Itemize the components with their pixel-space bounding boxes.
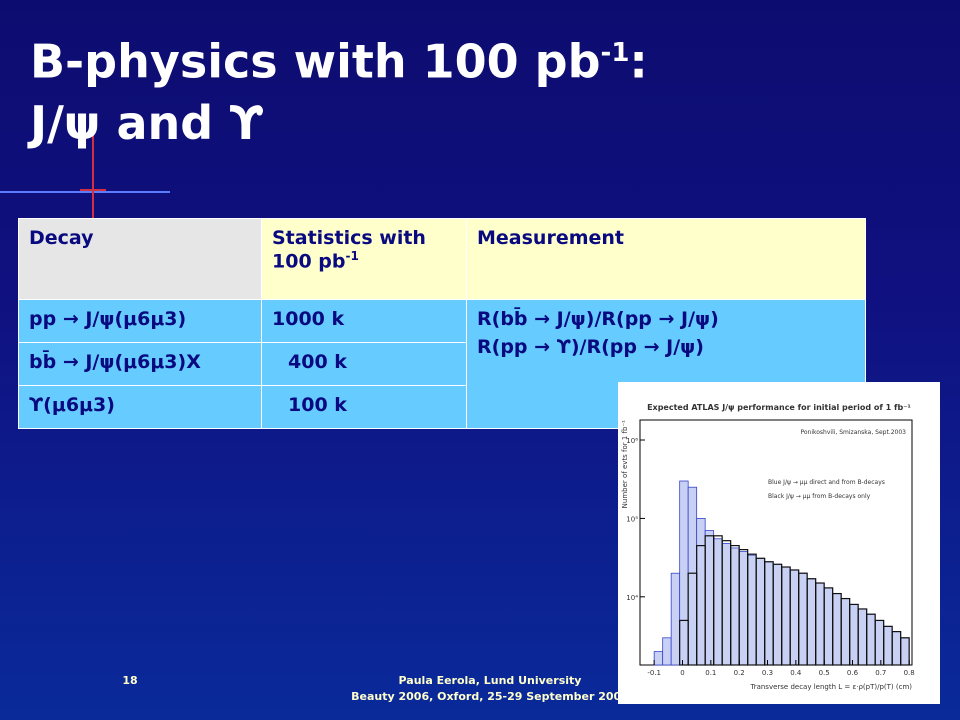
histogram-bar	[704, 530, 715, 666]
cell: 100 k	[261, 385, 467, 429]
y-tick-label: 10⁶	[626, 437, 638, 445]
histogram-bar	[857, 608, 868, 666]
cell: 400 k	[261, 342, 467, 386]
histogram-bar	[772, 563, 783, 666]
cell: pp → J/ψ(μ6μ3)	[18, 299, 262, 343]
histogram-bar	[900, 637, 910, 666]
x-tick-label: 0.1	[705, 669, 716, 677]
histogram-bar	[764, 561, 774, 666]
histogram-bar	[713, 538, 723, 666]
histogram-bar	[747, 554, 757, 666]
legend-entry: Blue J/ψ → μμ direct and from B-decays	[768, 479, 885, 486]
histogram-bar	[730, 547, 740, 666]
x-tick-label: 0.2	[734, 669, 745, 677]
histogram-bar	[832, 593, 842, 666]
cell: ϒ(μ6μ3)	[18, 385, 262, 429]
histogram-bar	[883, 625, 893, 666]
slide-title: B-physics with 100 pb-1: J/ψ and ϒ	[30, 34, 648, 151]
histogram-bar	[781, 566, 791, 666]
legend-entry: Black J/ψ → μμ from B-decays only	[768, 493, 871, 500]
histogram-bar	[670, 572, 681, 666]
footer-event: Beauty 2006, Oxford, 25-29 September 200…	[351, 690, 629, 703]
x-tick-label: 0.8	[904, 669, 915, 677]
annotation: Ponikoshvili, Smizanska, Sept.2003	[800, 429, 906, 436]
header-row: Decay Statistics with 100 pb-1 Measureme…	[18, 218, 866, 300]
cell: 1000 k	[261, 299, 467, 343]
histogram-bar	[823, 587, 834, 666]
measurement: R(pp → ϒ)/R(pp → J/ψ)	[477, 336, 704, 358]
plot-title: Expected ATLAS J/ψ performance for initi…	[647, 403, 911, 412]
row: ϒ(μ6μ3) 100 k	[18, 385, 866, 429]
histogram-bar	[849, 604, 859, 666]
histogram-bar	[755, 557, 766, 666]
histogram-bar	[866, 613, 876, 666]
histogram-bar	[891, 631, 902, 666]
y-tick-label: 10⁴	[626, 594, 638, 602]
x-tick-label: 0.3	[762, 669, 773, 677]
histogram-bar	[900, 637, 910, 666]
histogram-bar	[653, 651, 664, 666]
x-axis-label: Transverse decay length L = ε·ρ(pT)/p(T)…	[749, 683, 912, 691]
row: bb̄ → J/ψ(μ6μ3)X 400 k	[18, 342, 866, 386]
table: Decay Statistics with 100 pb-1 Measureme…	[18, 218, 866, 429]
x-tick-label: 0	[680, 669, 684, 677]
x-tick-label: -0.1	[647, 669, 661, 677]
y-tick-label: 10⁵	[626, 515, 638, 523]
page-number: 18	[122, 674, 138, 687]
header-cell: Decay	[18, 218, 262, 300]
x-tick-label: 0.7	[875, 669, 886, 677]
histogram-bar	[696, 518, 706, 666]
footer-author: Paula Eerola, Lund University	[398, 674, 582, 687]
histogram-bar	[815, 582, 825, 666]
x-tick-label: 0.4	[790, 669, 802, 677]
histogram-bar	[738, 550, 749, 666]
row: pp → J/ψ(μ6μ3) 1000 k R(bb̄ → J/ψ)/R(pp …	[18, 299, 866, 429]
histogram-bar	[721, 543, 732, 666]
histogram-bar	[789, 569, 800, 666]
histogram-bar	[687, 486, 698, 666]
y-axis-label: Number of evts for 1 fb⁻¹	[621, 420, 629, 509]
x-tick-label: 0.6	[847, 669, 859, 677]
measurement: R(bb̄ → J/ψ)/R(pp → J/ψ)	[477, 308, 719, 330]
histogram-bar	[798, 572, 808, 666]
x-tick-label: 0.5	[819, 669, 830, 677]
histogram-bar	[806, 578, 817, 666]
cell: bb̄ → J/ψ(μ6μ3)X	[18, 342, 262, 386]
histogram-bar	[679, 480, 689, 666]
histogram-bar	[840, 598, 851, 666]
header-cell: Measurement	[466, 218, 866, 300]
header-cell: Statistics with 100 pb-1	[261, 218, 467, 300]
histogram-bar	[662, 637, 672, 666]
histogram-bar	[874, 620, 885, 666]
plot: Expected ATLAS J/ψ performance for initi…	[618, 382, 940, 704]
